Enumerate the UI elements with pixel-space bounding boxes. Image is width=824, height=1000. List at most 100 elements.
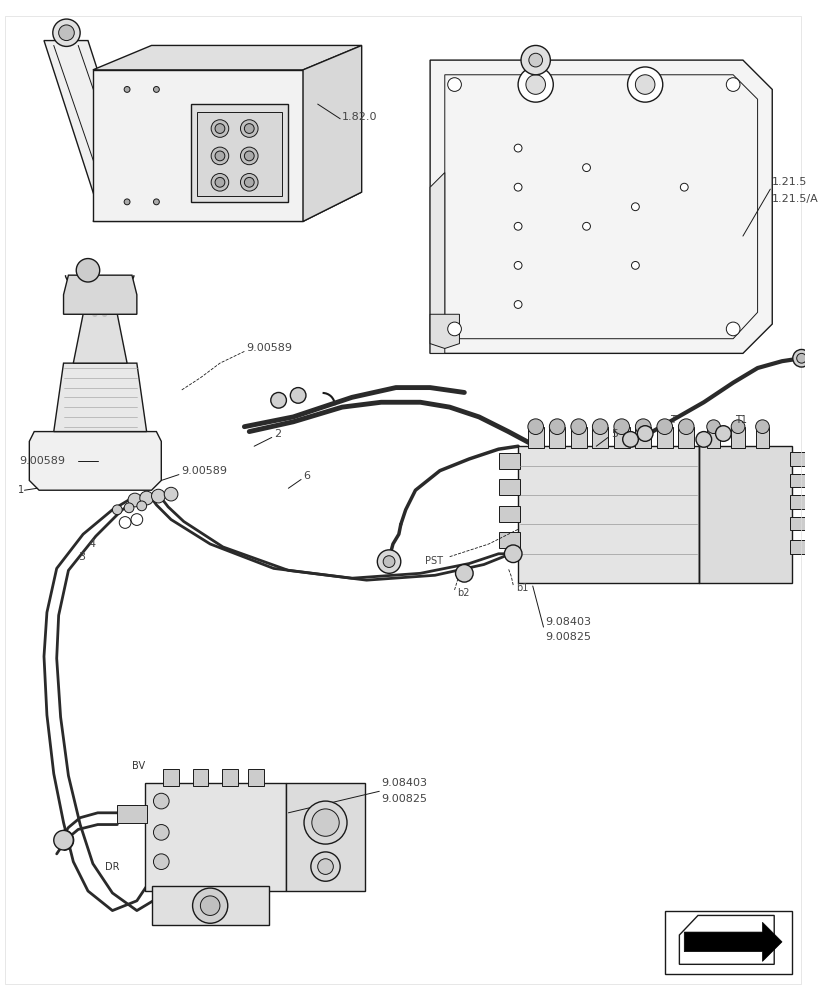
Polygon shape bbox=[63, 275, 137, 314]
Bar bbox=[665, 911, 792, 974]
Circle shape bbox=[77, 259, 100, 282]
Circle shape bbox=[447, 78, 461, 91]
Polygon shape bbox=[44, 41, 142, 207]
Circle shape bbox=[304, 801, 347, 844]
Text: 3: 3 bbox=[78, 552, 85, 562]
Circle shape bbox=[456, 565, 473, 582]
Circle shape bbox=[715, 426, 731, 441]
Circle shape bbox=[731, 420, 745, 434]
Text: 1.21.5: 1.21.5 bbox=[772, 177, 808, 187]
Bar bbox=[678, 427, 694, 448]
Circle shape bbox=[193, 888, 227, 923]
Circle shape bbox=[518, 67, 553, 102]
Bar bbox=[499, 506, 520, 522]
Bar bbox=[707, 427, 720, 448]
Bar bbox=[731, 427, 745, 448]
Circle shape bbox=[215, 151, 225, 161]
Bar bbox=[790, 517, 808, 530]
Circle shape bbox=[200, 896, 220, 915]
Circle shape bbox=[290, 388, 306, 403]
Text: 9.08403: 9.08403 bbox=[382, 778, 427, 788]
Text: T: T bbox=[670, 415, 676, 425]
Text: 9.08403: 9.08403 bbox=[545, 617, 592, 627]
Circle shape bbox=[245, 177, 254, 187]
Circle shape bbox=[215, 124, 225, 133]
Bar bbox=[790, 452, 808, 466]
Circle shape bbox=[124, 503, 134, 513]
Circle shape bbox=[521, 45, 550, 75]
Circle shape bbox=[53, 19, 80, 46]
Text: DR: DR bbox=[105, 862, 119, 872]
Polygon shape bbox=[93, 192, 362, 221]
Text: 9.00825: 9.00825 bbox=[382, 794, 427, 804]
Text: 5: 5 bbox=[611, 429, 618, 439]
Polygon shape bbox=[73, 314, 127, 363]
Circle shape bbox=[241, 147, 258, 165]
Circle shape bbox=[707, 420, 720, 434]
Circle shape bbox=[311, 809, 339, 836]
Circle shape bbox=[241, 120, 258, 137]
Circle shape bbox=[550, 419, 565, 435]
Circle shape bbox=[583, 164, 591, 172]
Circle shape bbox=[637, 426, 653, 441]
Text: 1: 1 bbox=[17, 485, 24, 495]
Circle shape bbox=[124, 199, 130, 205]
Circle shape bbox=[526, 75, 545, 94]
Circle shape bbox=[635, 419, 651, 435]
Circle shape bbox=[696, 432, 712, 447]
Text: 9.00589: 9.00589 bbox=[246, 343, 293, 353]
Circle shape bbox=[245, 151, 254, 161]
Bar bbox=[550, 427, 565, 448]
Text: BV: BV bbox=[132, 761, 145, 771]
Bar bbox=[518, 446, 699, 583]
Bar bbox=[657, 427, 672, 448]
Circle shape bbox=[383, 556, 395, 567]
Circle shape bbox=[59, 25, 74, 41]
Bar bbox=[248, 769, 264, 786]
Circle shape bbox=[153, 825, 169, 840]
Circle shape bbox=[678, 419, 694, 435]
Bar bbox=[571, 427, 587, 448]
Text: 1.82.0: 1.82.0 bbox=[342, 112, 377, 122]
Text: 2: 2 bbox=[274, 429, 281, 439]
Bar bbox=[163, 769, 179, 786]
Circle shape bbox=[756, 420, 770, 434]
Circle shape bbox=[124, 87, 130, 92]
Circle shape bbox=[628, 67, 662, 102]
Circle shape bbox=[211, 120, 229, 137]
Circle shape bbox=[514, 222, 522, 230]
Polygon shape bbox=[30, 432, 162, 490]
Bar bbox=[635, 427, 651, 448]
Bar bbox=[614, 427, 630, 448]
Bar bbox=[499, 532, 520, 548]
Polygon shape bbox=[684, 922, 782, 961]
Polygon shape bbox=[54, 363, 147, 432]
Circle shape bbox=[152, 489, 165, 503]
Circle shape bbox=[681, 183, 688, 191]
Circle shape bbox=[137, 501, 147, 511]
Polygon shape bbox=[679, 915, 775, 964]
Circle shape bbox=[128, 493, 142, 507]
Circle shape bbox=[245, 124, 254, 133]
Circle shape bbox=[797, 353, 807, 363]
Bar bbox=[699, 446, 792, 583]
Polygon shape bbox=[430, 314, 460, 348]
Circle shape bbox=[726, 322, 740, 336]
Text: 4: 4 bbox=[88, 539, 95, 549]
Bar bbox=[145, 783, 287, 891]
Circle shape bbox=[614, 419, 630, 435]
Text: 1.21.5/A: 1.21.5/A bbox=[772, 194, 819, 204]
Circle shape bbox=[164, 487, 178, 501]
Bar bbox=[790, 540, 808, 554]
Circle shape bbox=[571, 419, 587, 435]
Circle shape bbox=[153, 87, 159, 92]
Text: PST: PST bbox=[425, 556, 443, 566]
Polygon shape bbox=[93, 45, 362, 70]
Bar bbox=[152, 886, 269, 925]
Text: b2: b2 bbox=[457, 588, 470, 598]
Polygon shape bbox=[93, 70, 303, 221]
Bar bbox=[592, 427, 608, 448]
Circle shape bbox=[504, 545, 522, 563]
Circle shape bbox=[528, 419, 544, 435]
Circle shape bbox=[623, 432, 639, 447]
